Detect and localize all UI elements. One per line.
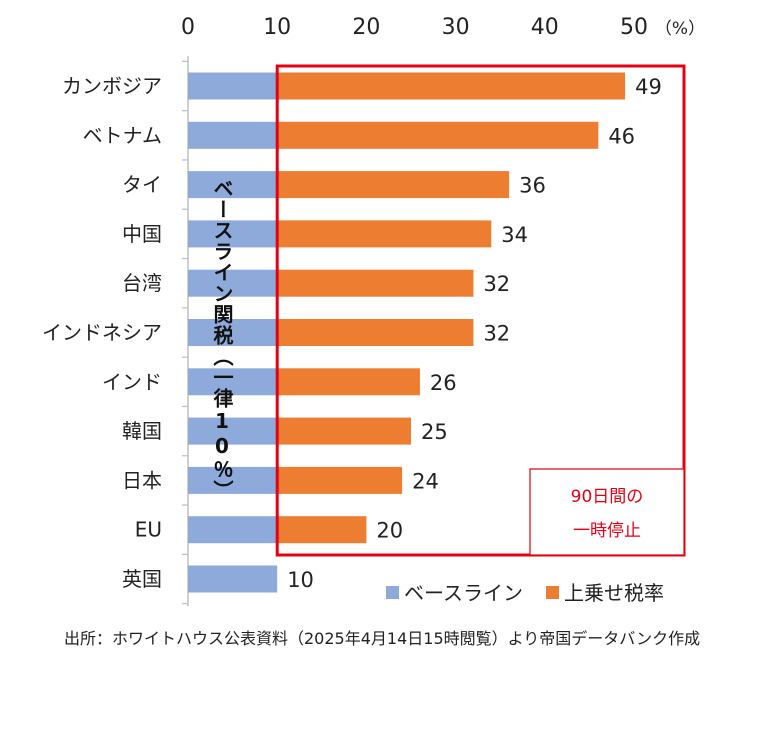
tariff-bar-chart: 0 10 20 30 40 50 （%） カンボジアベトナムタイ中国台湾インドネシアインド… [42, 15, 705, 606]
value-label: 32 [483, 322, 510, 346]
x-tick-label: 30 [442, 15, 470, 40]
source-note: 出所：ホワイトハウス公表資料（2025年4月14日15時閲覧）より帝国データバン… [64, 629, 701, 648]
x-tick-label: 20 [352, 15, 380, 40]
category-label: 韓国 [122, 419, 162, 443]
bar-baseline [188, 171, 278, 199]
pause-note-line-1: 90日間の [571, 487, 644, 507]
category-label: 中国 [122, 222, 162, 246]
value-label: 25 [421, 420, 448, 444]
pause-note-line-2: 一時停止 [573, 521, 641, 541]
value-label: 34 [501, 223, 528, 247]
category-label: インドネシア [42, 321, 162, 345]
category-label: インド [102, 370, 162, 394]
legend-swatch [386, 586, 399, 599]
x-axis-unit: （%） [655, 19, 705, 39]
bar-baseline [188, 319, 278, 346]
legend: ベースライン 上乗せ税率 [386, 581, 664, 605]
value-label: 24 [412, 469, 439, 493]
bar-baseline [188, 220, 278, 248]
bar-additional [277, 417, 411, 445]
bar-baseline [188, 565, 278, 593]
bar-baseline [188, 516, 278, 544]
value-label: 49 [635, 75, 662, 99]
bar-baseline [188, 368, 278, 396]
bar-additional [277, 516, 367, 544]
x-axis-ticks: 0 10 20 30 40 50 [181, 15, 648, 40]
value-label: 20 [376, 519, 403, 543]
category-label: 英国 [122, 567, 162, 591]
value-label: 26 [430, 371, 457, 395]
bar-baseline [188, 466, 278, 494]
category-label: EU [135, 518, 162, 542]
pause-highlight-box [275, 64, 686, 557]
bars [188, 72, 626, 593]
bar-baseline [188, 72, 278, 100]
bar-additional [277, 319, 474, 346]
category-label: 日本 [122, 468, 162, 492]
category-label: ベトナム [83, 123, 162, 147]
legend-label: ベースライン [404, 581, 523, 605]
bar-baseline [188, 269, 278, 297]
bar-additional [277, 220, 492, 248]
x-tick-label: 50 [620, 15, 648, 40]
category-label: 台湾 [122, 271, 162, 295]
baseline-annotation: ベースライン関税（一律10％） [210, 178, 234, 501]
bar-additional [277, 269, 474, 297]
bar-additional [277, 72, 626, 100]
value-label: 10 [287, 568, 314, 592]
category-label: カンボジア [62, 74, 162, 98]
value-label: 32 [483, 272, 510, 296]
bar-additional [277, 466, 403, 494]
x-tick-label: 40 [531, 15, 559, 40]
value-label: 36 [519, 174, 546, 198]
x-tick-label: 10 [263, 15, 291, 40]
value-labels: 49 46 36 34 32 32 26 25 24 20 10 [287, 75, 662, 592]
x-tick-label: 0 [181, 15, 195, 40]
bar-additional [277, 368, 420, 396]
bar-baseline [188, 121, 278, 149]
pause-note-box [529, 468, 685, 556]
category-label: タイ [122, 173, 162, 197]
bar-additional [277, 171, 510, 199]
legend-label: 上乗せ税率 [564, 581, 664, 605]
value-label: 46 [608, 124, 635, 148]
legend-swatch [546, 586, 559, 599]
bar-baseline [188, 417, 278, 445]
x-unit-label: （%） [655, 19, 705, 39]
bar-additional [277, 121, 599, 149]
